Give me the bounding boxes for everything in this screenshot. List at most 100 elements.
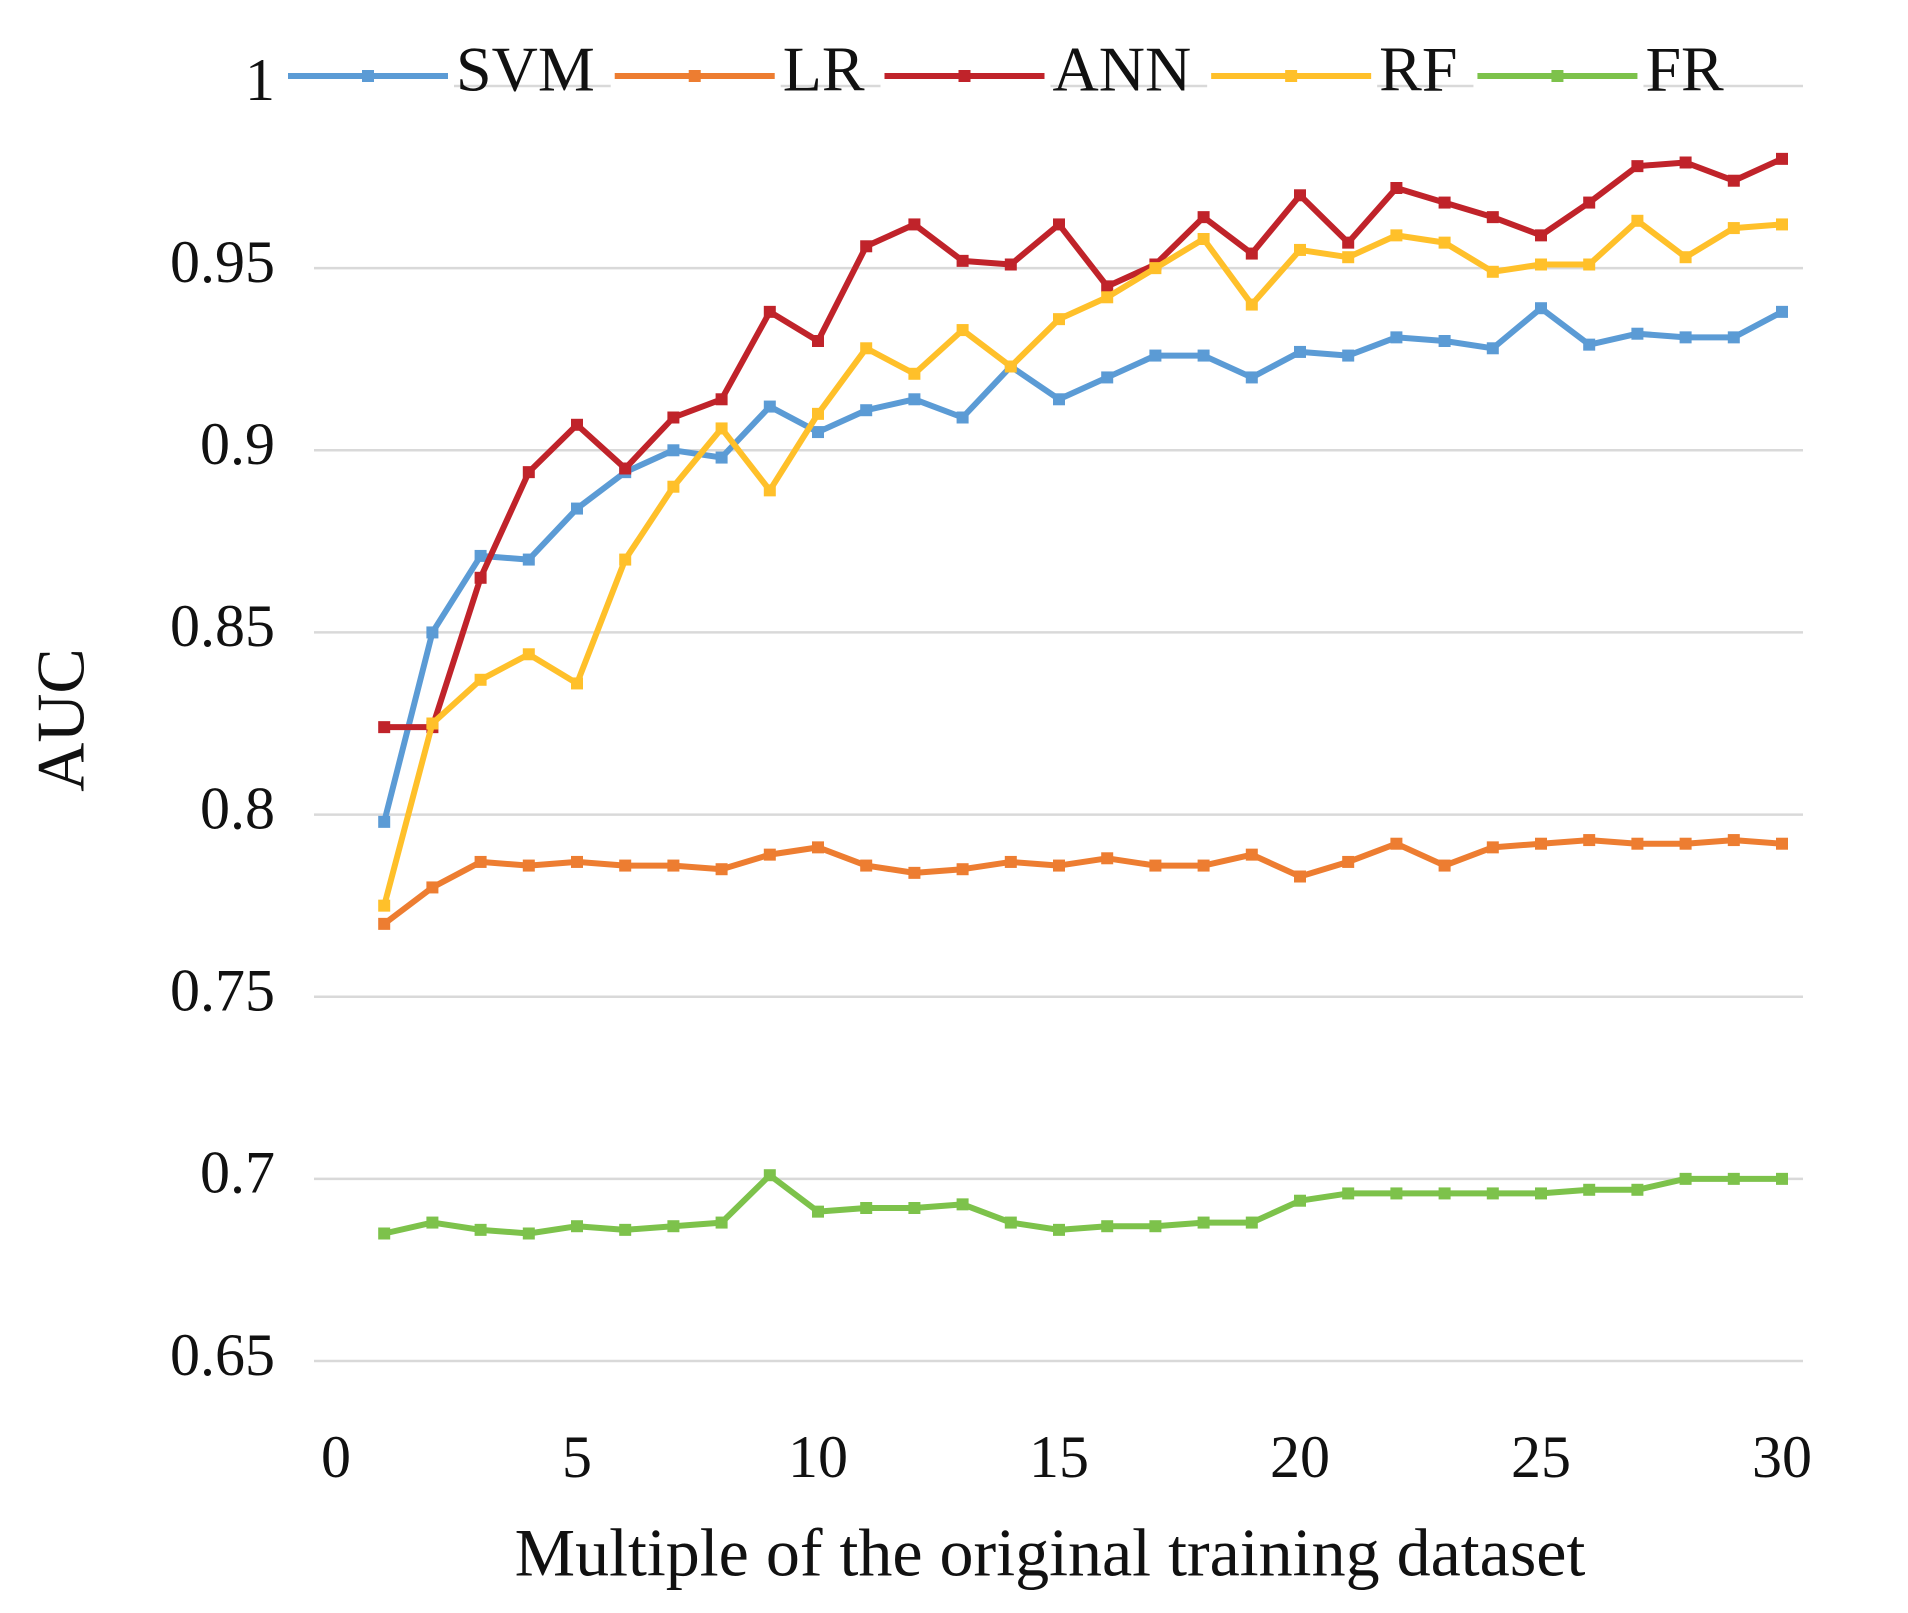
point-marker (1053, 313, 1065, 326)
point-marker (619, 1223, 632, 1236)
point-marker (474, 673, 487, 686)
point-marker (1727, 331, 1740, 344)
point-marker (908, 218, 921, 231)
point-marker (1004, 1216, 1017, 1229)
point-marker (1679, 156, 1692, 169)
point-marker (522, 859, 535, 872)
point-marker (1776, 218, 1788, 231)
point-marker (571, 502, 583, 515)
x-tick-label: 0 (321, 1424, 351, 1490)
point-marker (860, 240, 873, 253)
point-marker (1149, 262, 1162, 275)
y-axis-title: AUC (23, 648, 99, 792)
point-marker (1438, 335, 1451, 347)
point-marker (1101, 1220, 1114, 1233)
point-marker (522, 553, 535, 566)
point-marker (522, 466, 535, 479)
series-line (381, 305, 1784, 823)
point-marker (1342, 251, 1355, 264)
point-marker (715, 422, 728, 435)
point-marker (715, 1216, 728, 1229)
point-marker (1486, 265, 1499, 278)
point-marker (1053, 1223, 1065, 1236)
point-marker (715, 451, 728, 464)
point-marker (571, 677, 583, 690)
point-marker (474, 1223, 487, 1236)
point-marker (667, 1220, 680, 1233)
point-marker (1631, 1183, 1644, 1196)
y-tick-label: 0.9 (200, 411, 275, 477)
legend-marker (1551, 70, 1564, 82)
point-marker (1390, 1187, 1403, 1200)
y-tick-label: 0.85 (170, 593, 275, 659)
point-marker (522, 1227, 535, 1240)
point-marker (1294, 870, 1306, 883)
x-tick-label: 25 (1511, 1424, 1571, 1490)
point-marker (1776, 1172, 1788, 1185)
legend-label: LR (783, 34, 865, 105)
point-marker (1631, 214, 1644, 227)
point-marker (426, 1216, 439, 1229)
point-marker (571, 1220, 583, 1233)
legend-label: FR (1645, 34, 1724, 105)
x-axis-title: Multiple of the original training datase… (515, 1515, 1586, 1591)
point-marker (812, 1205, 824, 1218)
point-marker (378, 917, 391, 930)
point-marker (667, 411, 680, 424)
point-marker (1294, 243, 1306, 256)
point-marker (474, 549, 487, 562)
point-marker (1535, 302, 1547, 315)
point-marker (1053, 218, 1065, 231)
point-marker (1245, 371, 1258, 384)
point-marker (956, 411, 969, 424)
point-marker (1294, 1194, 1306, 1207)
y-tick-label: 0.8 (200, 775, 275, 841)
point-marker (426, 717, 439, 730)
point-marker (1342, 1187, 1355, 1200)
point-marker (619, 859, 632, 872)
point-marker (1535, 229, 1547, 242)
point-marker (956, 254, 969, 267)
legend-label: RF (1379, 34, 1457, 105)
point-marker (715, 393, 728, 406)
point-marker (1583, 196, 1596, 209)
point-marker (1294, 189, 1306, 202)
point-marker (860, 1202, 873, 1214)
point-marker (1342, 855, 1355, 868)
point-marker (1631, 837, 1644, 850)
point-marker (763, 400, 776, 413)
y-tick-label: 0.75 (170, 957, 275, 1023)
point-marker (1053, 393, 1065, 406)
point-marker (715, 863, 728, 876)
point-marker (860, 859, 873, 872)
point-marker (1101, 280, 1114, 293)
y-tick-label: 1 (245, 47, 275, 113)
y-tick-label: 0.7 (200, 1140, 275, 1206)
point-marker (522, 648, 535, 661)
series-line (384, 156, 1784, 731)
point-marker (1583, 258, 1596, 271)
point-marker (1342, 349, 1355, 362)
point-marker (1679, 1172, 1692, 1185)
point-marker (1727, 174, 1740, 187)
point-marker (860, 342, 873, 355)
point-marker (571, 855, 583, 868)
point-marker (619, 462, 632, 475)
point-marker (1438, 859, 1451, 872)
point-marker (1004, 360, 1017, 373)
point-marker (1004, 258, 1017, 271)
point-marker (908, 866, 921, 879)
point-marker (763, 848, 776, 861)
point-marker (1438, 236, 1451, 249)
x-tick-label: 10 (788, 1424, 848, 1490)
point-marker (1390, 229, 1403, 242)
point-marker (1197, 211, 1210, 224)
point-marker (908, 1202, 921, 1214)
y-tick-label: 0.65 (170, 1322, 275, 1388)
series-line (382, 837, 1783, 927)
point-marker (1149, 349, 1162, 362)
point-marker (1679, 331, 1692, 344)
point-marker (763, 305, 776, 318)
legend-marker (688, 70, 701, 82)
legend-label: SVM (456, 34, 595, 105)
